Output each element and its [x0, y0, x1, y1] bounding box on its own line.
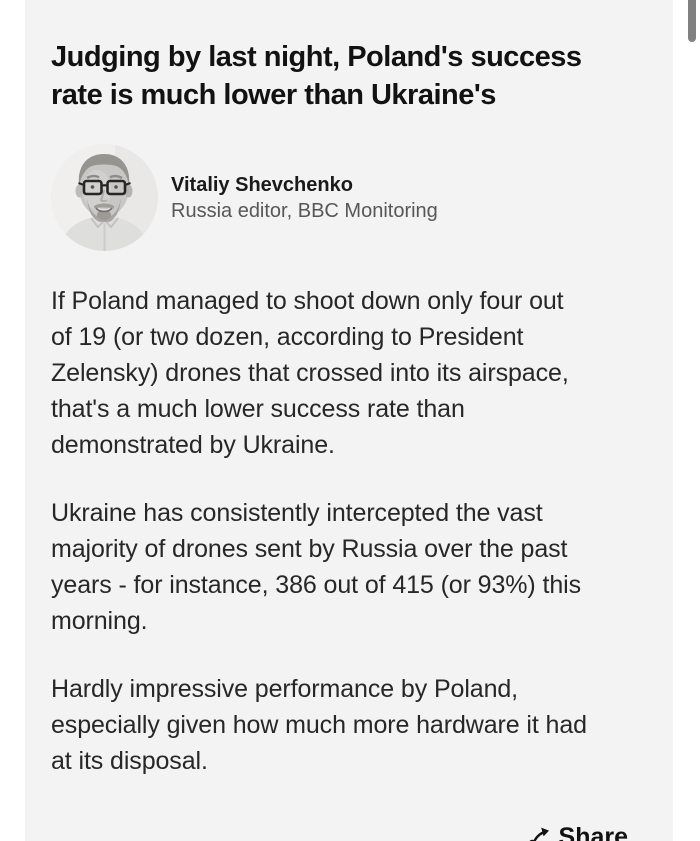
article-paragraph: If Poland managed to shoot down only fou… [51, 287, 569, 459]
share-button-label: Share [558, 823, 628, 841]
share-button[interactable]: Share [528, 824, 628, 841]
scrollbar-thumb[interactable] [688, 0, 696, 42]
article-paragraph: Ukraine has consistently intercepted the… [51, 499, 581, 635]
article-card: Judging by last night, Poland's success … [25, 0, 673, 841]
author-portrait-photo [51, 144, 158, 251]
article-paragraph: Hardly impressive performance by Poland,… [51, 675, 587, 775]
article-body: If Poland managed to shoot down only fou… [51, 283, 645, 779]
author-role: Russia editor, BBC Monitoring [171, 199, 438, 222]
author-meta: Vitaliy Shevchenko Russia editor, BBC Mo… [171, 172, 438, 224]
author-name: Vitaliy Shevchenko [171, 173, 353, 196]
share-icon [528, 826, 550, 841]
author-avatar [51, 144, 158, 251]
author-byline: Vitaliy Shevchenko Russia editor, BBC Mo… [51, 144, 645, 251]
post-headline: Judging by last night, Poland's success … [51, 41, 582, 111]
